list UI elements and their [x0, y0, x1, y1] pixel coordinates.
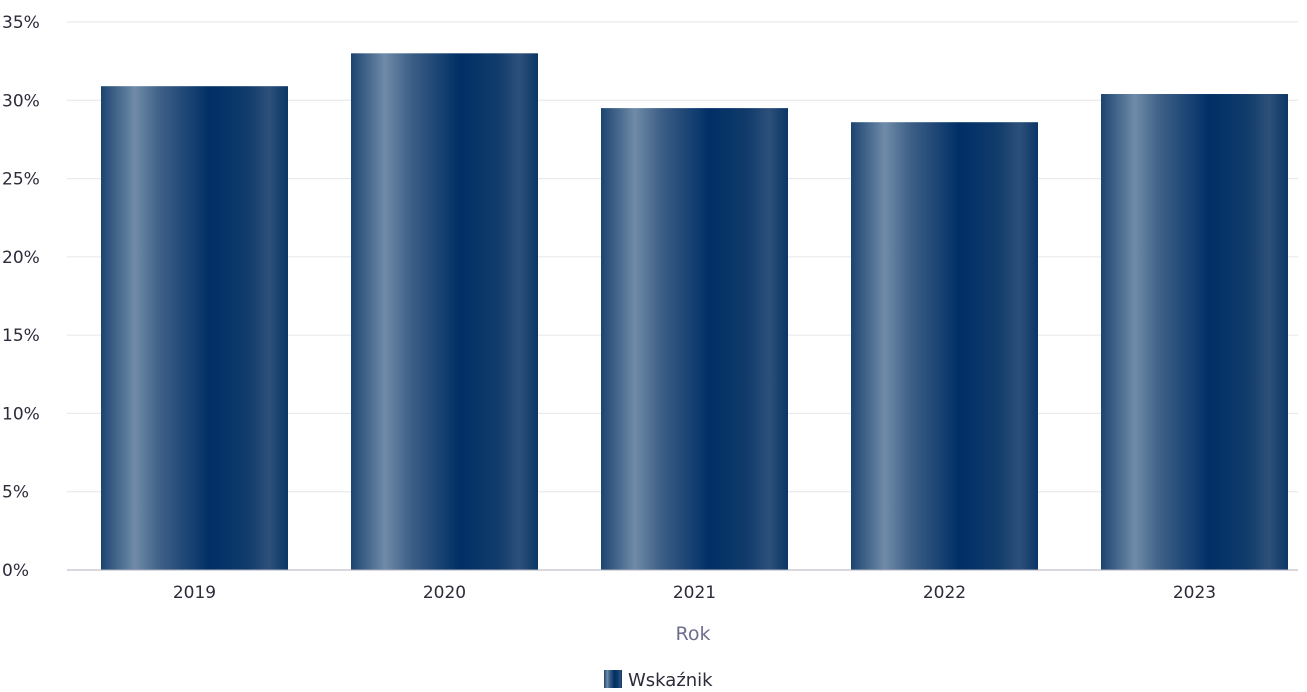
- y-tick-label: 0%: [2, 561, 29, 581]
- x-tick-label: 2023: [1173, 583, 1216, 603]
- bar-2023[interactable]: [1101, 94, 1288, 570]
- bar-2022[interactable]: [851, 122, 1038, 570]
- y-tick-label: 10%: [2, 404, 40, 424]
- bars: [101, 53, 1288, 571]
- x-tick-label: 2020: [423, 583, 466, 603]
- y-tick-label: 30%: [2, 91, 40, 111]
- y-tick-label: 25%: [2, 170, 40, 190]
- legend-swatch: [604, 670, 622, 688]
- legend[interactable]: Wskaźnik: [604, 670, 713, 691]
- bar-2020[interactable]: [351, 53, 538, 571]
- x-tick-label: 2021: [673, 583, 716, 603]
- y-tick-label: 20%: [2, 248, 40, 268]
- bar-2019[interactable]: [101, 86, 288, 571]
- bar-2021[interactable]: [601, 108, 788, 570]
- y-axis-ticks: 0% 5% 10% 15% 20% 25% 30% 35%: [2, 13, 40, 581]
- x-axis-ticks: 2019 2020 2021 2022 2023: [173, 583, 1216, 603]
- y-tick-label: 15%: [2, 326, 40, 346]
- x-axis-title: Rok: [676, 623, 711, 645]
- y-tick-label: 5%: [2, 483, 29, 503]
- y-tick-label: 35%: [2, 13, 40, 33]
- x-tick-label: 2022: [923, 583, 966, 603]
- x-tick-label: 2019: [173, 583, 216, 603]
- legend-label-wskaznik: Wskaźnik: [628, 670, 713, 691]
